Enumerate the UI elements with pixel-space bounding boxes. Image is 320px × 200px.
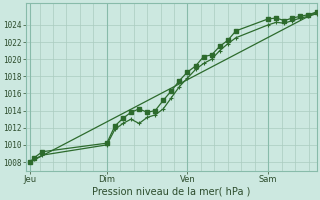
X-axis label: Pression niveau de la mer( hPa ): Pression niveau de la mer( hPa ) [92, 187, 251, 197]
